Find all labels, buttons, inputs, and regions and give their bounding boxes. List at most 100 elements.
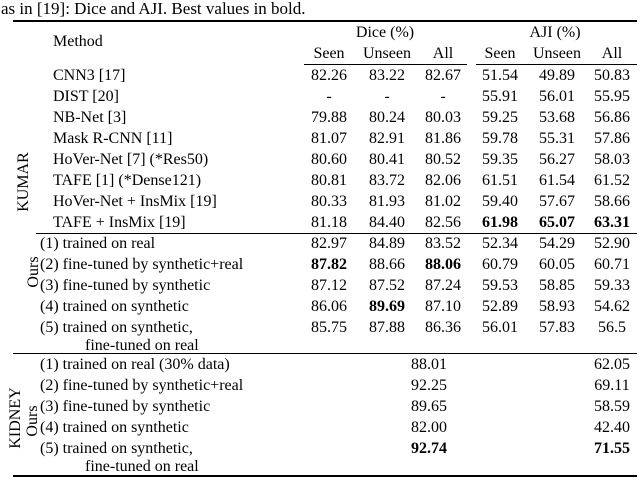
dice-unseen-value: 83.22 xyxy=(369,67,405,84)
column-header-method: Method xyxy=(53,33,103,50)
dice-seen-value: 86.06 xyxy=(311,298,347,315)
aji-unseen-value: 61.54 xyxy=(539,172,575,189)
dice-unseen-value: 89.69 xyxy=(369,298,405,315)
dice-seen-value: 80.60 xyxy=(311,151,347,168)
method-cell-continuation: fine-tuned on real xyxy=(85,337,199,354)
aji-all-value: 59.33 xyxy=(594,277,630,294)
table-row: (2) fine-tuned by synthetic+real 87.82 8… xyxy=(0,254,640,275)
method-cell: (2) fine-tuned by synthetic+real xyxy=(40,256,244,273)
table-row: CNN3 [17] 82.26 83.22 82.67 51.54 49.89 … xyxy=(0,65,640,86)
method-cell: HoVer-Net + InsMix [19] xyxy=(53,193,217,210)
aji-all-value: 55.95 xyxy=(594,88,630,105)
method-cell: (5) trained on synthetic, xyxy=(40,440,193,457)
method-cell: (4) trained on synthetic xyxy=(40,419,189,436)
table-row: TAFE [1] (*Dense121) 80.81 83.72 82.06 6… xyxy=(0,170,640,191)
method-cell: (3) fine-tuned by synthetic xyxy=(40,398,211,415)
dice-all-value: 82.06 xyxy=(425,172,461,189)
dice-unseen-value: 84.40 xyxy=(369,214,405,231)
kumar-ours-divider-rule xyxy=(36,233,637,234)
table-row: (4) trained on synthetic 82.00 42.40 xyxy=(0,417,640,438)
column-header-aji-seen: Seen xyxy=(484,45,516,62)
aji-seen-value: 52.89 xyxy=(482,298,518,315)
aji-unseen-value: 58.93 xyxy=(539,298,575,315)
aji-all-value: 56.5 xyxy=(598,319,626,336)
dice-all-value: 82.67 xyxy=(425,67,461,84)
dice-all-value: 88.06 xyxy=(425,256,461,273)
method-cell: (5) trained on synthetic, xyxy=(40,319,193,336)
table-row: NB-Net [3] 79.88 80.24 80.03 59.25 53.68… xyxy=(0,107,640,128)
dice-seen-value: 81.18 xyxy=(311,214,347,231)
dice-all-value: - xyxy=(440,88,446,105)
table-row: (5) trained on synthetic, 85.75 87.88 86… xyxy=(0,317,640,338)
aji-seen-value: 60.79 xyxy=(482,256,518,273)
method-cell: CNN3 [17] xyxy=(53,67,126,84)
method-cell: Mask R-CNN [11] xyxy=(53,130,173,147)
dice-seen-value: 82.26 xyxy=(311,67,347,84)
dice-all-value: 83.52 xyxy=(425,235,461,252)
dice-seen-value: 85.75 xyxy=(311,319,347,336)
dice-all-value: 89.65 xyxy=(411,398,447,415)
aji-seen-value: 61.98 xyxy=(482,214,518,231)
aji-all-value: 60.71 xyxy=(594,256,630,273)
column-header-aji-all: All xyxy=(601,45,623,62)
dice-seen-value: 81.07 xyxy=(311,130,347,147)
aji-unseen-value: 56.27 xyxy=(539,151,575,168)
dice-seen-value: 80.33 xyxy=(311,193,347,210)
method-cell: (1) trained on real xyxy=(40,235,156,252)
dice-unseen-value: 81.93 xyxy=(369,193,405,210)
method-cell: HoVer-Net [7] (*Res50) xyxy=(53,151,209,168)
method-cell: TAFE [1] (*Dense121) xyxy=(53,172,202,189)
aji-all-value: 61.52 xyxy=(594,172,630,189)
table-row: (3) fine-tuned by synthetic 87.12 87.52 … xyxy=(0,275,640,296)
dice-seen-value: 79.88 xyxy=(311,109,347,126)
dice-all-value: 82.56 xyxy=(425,214,461,231)
aji-all-value: 69.11 xyxy=(594,377,630,394)
dice-all-value: 92.25 xyxy=(411,377,447,394)
dice-unseen-value: 87.88 xyxy=(369,319,405,336)
aji-all-value: 71.55 xyxy=(594,440,630,457)
dice-seen-value: 80.81 xyxy=(311,172,347,189)
aji-unseen-value: 58.85 xyxy=(539,277,575,294)
table-row: TAFE + InsMix [19] 81.18 84.40 82.56 61.… xyxy=(0,212,640,233)
aji-all-value: 58.59 xyxy=(594,398,630,415)
table-row: (5) trained on synthetic, 92.74 71.55 xyxy=(0,438,640,459)
aji-all-value: 63.31 xyxy=(594,214,630,231)
dice-unseen-value: 84.89 xyxy=(369,235,405,252)
method-cell: TAFE + InsMix [19] xyxy=(53,214,186,231)
table-row: (3) fine-tuned by synthetic 89.65 58.59 xyxy=(0,396,640,417)
aji-all-value: 42.40 xyxy=(594,419,630,436)
table-row: (4) trained on synthetic 86.06 89.69 87.… xyxy=(0,296,640,317)
aji-unseen-value: 55.31 xyxy=(539,130,575,147)
dice-seen-value: 82.97 xyxy=(311,235,347,252)
aji-all-value: 57.86 xyxy=(594,130,630,147)
column-group-dice: Dice (%) xyxy=(355,24,415,41)
aji-all-value: 56.86 xyxy=(594,109,630,126)
top-rule xyxy=(13,20,637,22)
method-cell: (4) trained on synthetic xyxy=(40,298,189,315)
dice-unseen-value: 83.72 xyxy=(369,172,405,189)
aji-seen-value: 59.40 xyxy=(482,193,518,210)
dice-seen-value: 87.82 xyxy=(311,256,347,273)
aji-seen-value: 51.54 xyxy=(482,67,518,84)
dice-all-value: 87.24 xyxy=(425,277,461,294)
aji-seen-value: 56.01 xyxy=(482,319,518,336)
aji-all-value: 58.66 xyxy=(594,193,630,210)
method-cell: (1) trained on real (30% data) xyxy=(40,356,230,373)
method-cell-continuation: fine-tuned on real xyxy=(85,458,199,475)
aji-seen-value: 59.35 xyxy=(482,151,518,168)
aji-unseen-value: 53.68 xyxy=(539,109,575,126)
aji-all-value: 52.90 xyxy=(594,235,630,252)
dice-all-value: 88.01 xyxy=(411,356,447,373)
aji-unseen-value: 65.07 xyxy=(539,214,575,231)
dice-all-value: 80.52 xyxy=(425,151,461,168)
aji-seen-value: 61.51 xyxy=(482,172,518,189)
dice-all-value: 86.36 xyxy=(425,319,461,336)
method-cell: (3) fine-tuned by synthetic xyxy=(40,277,211,294)
aji-seen-value: 52.34 xyxy=(482,235,518,252)
method-cell: NB-Net [3] xyxy=(53,109,127,126)
table-row: (1) trained on real 82.97 84.89 83.52 52… xyxy=(0,233,640,254)
dice-all-value: 92.74 xyxy=(411,440,447,457)
dice-unseen-value: 87.52 xyxy=(369,277,405,294)
dice-unseen-value: 80.24 xyxy=(369,109,405,126)
